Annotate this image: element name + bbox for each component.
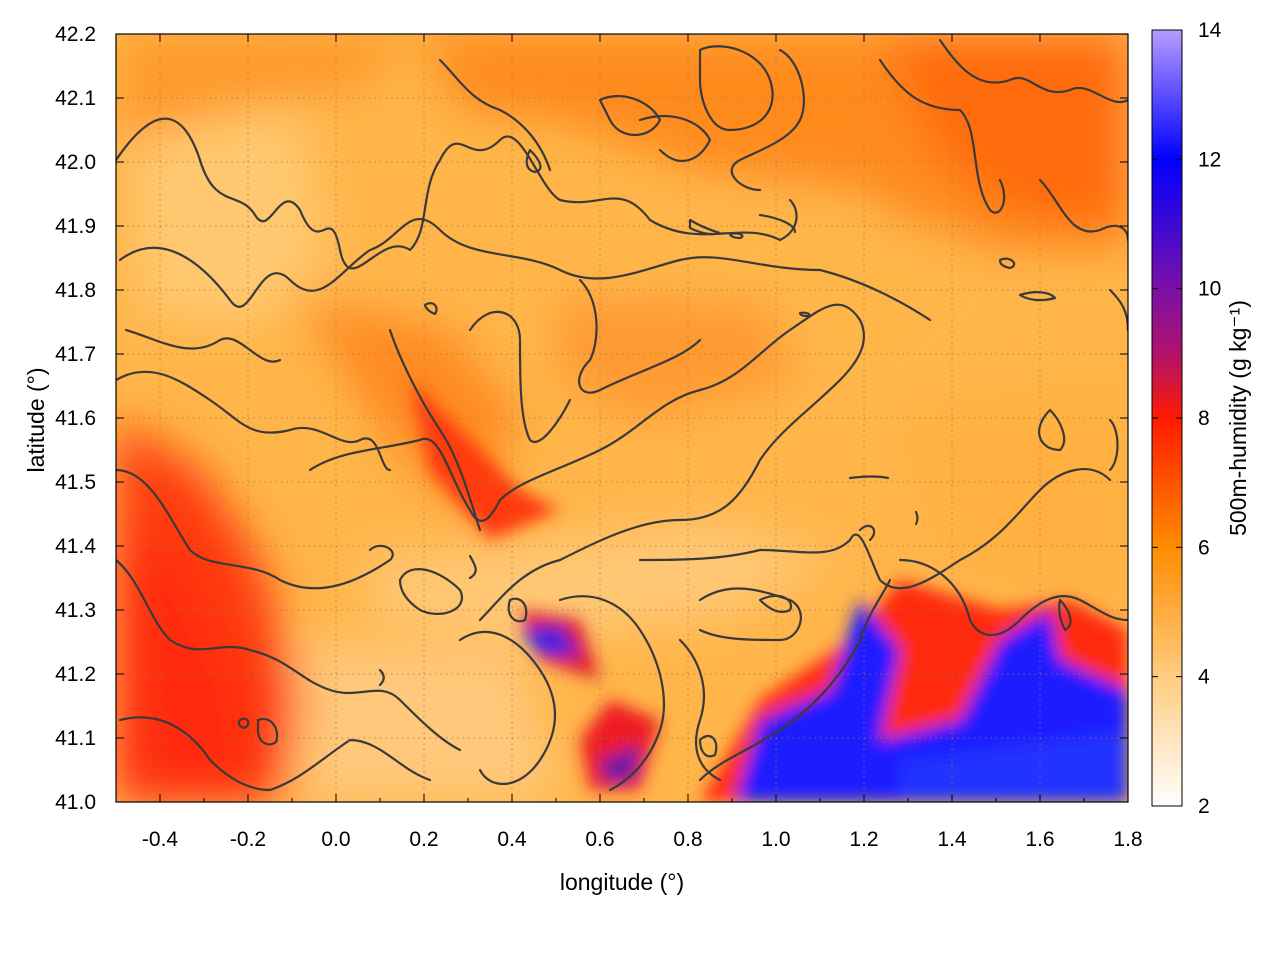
colorbar-tick-label: 8 — [1198, 407, 1210, 430]
colorbar-tick-label: 10 — [1198, 278, 1221, 301]
y-tick-label: 41.1 — [55, 727, 96, 750]
colorbar: 2 4 6 8 10 12 14 500m-humidity (g kg⁻¹) — [1151, 19, 1251, 818]
colorbar-title: 500m-humidity (g kg⁻¹) — [1225, 300, 1251, 536]
colorbar-tick-label: 14 — [1198, 19, 1222, 42]
x-tick-label: 0.8 — [673, 828, 702, 851]
y-tick-label: 42.2 — [55, 23, 96, 46]
y-tick-label: 42.1 — [55, 87, 96, 110]
x-tick-label: 1.2 — [849, 828, 878, 851]
x-tick-label: 0.0 — [321, 828, 350, 851]
y-tick-label: 41.3 — [55, 599, 96, 622]
terrain-contours — [116, 38, 1128, 792]
y-tick-label: 41.0 — [55, 791, 96, 814]
x-tick-label: 1.8 — [1113, 828, 1142, 851]
x-tick-label: -0.2 — [230, 828, 266, 851]
x-tick-label: 1.4 — [937, 828, 967, 851]
colorbar-tick-label: 2 — [1198, 795, 1210, 818]
colorbar-tick-label: 12 — [1198, 148, 1221, 171]
x-tick-label: 0.2 — [409, 828, 438, 851]
y-tick-label: 41.6 — [55, 407, 96, 430]
y-tick-label: 41.9 — [55, 215, 96, 238]
y-tick-label: 41.8 — [55, 279, 96, 302]
colorbar-tick-labels: 2 4 6 8 10 12 14 — [1198, 19, 1222, 818]
colorbar-tick-label: 6 — [1198, 536, 1210, 559]
humidity-heatmap — [116, 34, 1128, 802]
grid-lines — [116, 34, 1128, 802]
colorbar-tick-label: 4 — [1198, 666, 1210, 689]
y-axis-title: latitude (°) — [23, 367, 49, 472]
axis-ticks — [116, 33, 1129, 803]
y-tick-label: 41.5 — [55, 471, 96, 494]
x-tick-label: 0.6 — [585, 828, 614, 851]
y-tick-labels: 41.0 41.1 41.2 41.3 41.4 41.5 41.6 41.7 41.8 41.9… — [55, 23, 96, 814]
colorbar-ticks — [1152, 29, 1182, 807]
x-axis-title: longitude (°) — [560, 869, 684, 895]
x-tick-label: -0.4 — [142, 828, 179, 851]
x-tick-label: 0.4 — [497, 828, 527, 851]
x-tick-labels: -0.4 -0.2 0.0 0.2 0.4 0.6 0.8 1.0 1.2 1.4 1.6 1.8 — [142, 828, 1143, 851]
y-tick-label: 41.7 — [55, 343, 96, 366]
x-tick-label: 1.0 — [761, 828, 790, 851]
x-tick-label: 1.6 — [1025, 828, 1054, 851]
y-tick-label: 42.0 — [55, 151, 96, 174]
y-tick-label: 41.2 — [55, 663, 96, 686]
y-tick-label: 41.4 — [55, 535, 96, 558]
